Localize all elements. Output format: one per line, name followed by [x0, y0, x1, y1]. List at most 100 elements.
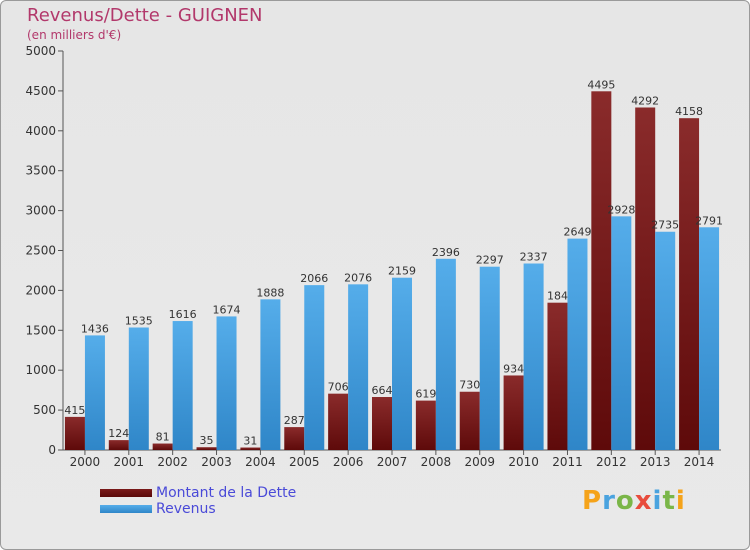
bar-revenus	[479, 266, 500, 450]
bar-dette	[459, 391, 480, 450]
logo-letter: i	[652, 486, 663, 516]
logo-letter: x	[634, 486, 653, 516]
y-tick-label: 500	[33, 403, 56, 417]
bar-revenus	[84, 335, 105, 450]
bar-dette	[679, 118, 700, 451]
bar-revenus	[348, 284, 369, 450]
legend-label-revenus: Revenus	[156, 501, 216, 517]
x-tick-label: 2008	[421, 455, 452, 469]
x-tick-label: 2002	[157, 455, 188, 469]
logo-letter: t	[662, 486, 676, 516]
x-tick-label: 2000	[70, 455, 101, 469]
x-tick-label: 2007	[377, 455, 408, 469]
y-tick-label: 0	[48, 443, 56, 457]
logo-letter: r	[602, 486, 616, 516]
data-label-dette: 730	[459, 379, 480, 392]
data-label-revenus: 1616	[169, 308, 197, 321]
bar-revenus	[128, 327, 149, 450]
y-tick-label: 5000	[25, 44, 56, 58]
bar-revenus	[216, 316, 237, 450]
y-tick-label: 3500	[25, 164, 56, 178]
bar-revenus	[304, 285, 325, 450]
x-tick-label: 2013	[640, 455, 671, 469]
bar-revenus	[699, 227, 720, 450]
x-tick-label: 2009	[464, 455, 495, 469]
data-label-dette: 706	[328, 381, 349, 394]
data-label-revenus: 2649	[563, 226, 591, 239]
bar-dette	[284, 427, 305, 450]
bar-dette	[547, 302, 568, 450]
data-label-dette: 287	[284, 414, 305, 427]
data-label-revenus: 2791	[695, 214, 723, 227]
bar-revenus	[392, 277, 412, 450]
data-label-dette: 664	[372, 384, 393, 397]
logo-letter: o	[615, 486, 635, 516]
proxiti-logo: Proxiti	[582, 486, 686, 516]
data-label-dette: 124	[108, 427, 129, 440]
bar-dette	[64, 416, 85, 450]
bar-revenus	[435, 258, 456, 450]
data-label-dette: 4158	[675, 105, 703, 118]
bar-revenus	[172, 321, 193, 450]
x-tick-label: 2012	[596, 455, 627, 469]
bar-dette	[196, 447, 217, 450]
legend-swatch-revenus	[100, 505, 152, 513]
x-tick-label: 2011	[552, 455, 583, 469]
x-tick-label: 2014	[684, 455, 715, 469]
data-label-revenus: 2066	[300, 272, 328, 285]
data-label-dette: 35	[200, 434, 214, 447]
data-label-dette: 415	[64, 404, 85, 417]
x-tick-label: 2006	[333, 455, 364, 469]
bar-revenus	[260, 299, 281, 450]
chart-title: Revenus/Dette - GUIGNEN	[27, 5, 263, 26]
data-label-dette: 4292	[631, 94, 659, 107]
data-label-revenus: 2735	[651, 219, 679, 232]
y-tick-label: 1500	[25, 323, 56, 337]
data-label-revenus: 2159	[388, 265, 416, 278]
bar-revenus	[523, 263, 544, 450]
data-label-revenus: 2297	[476, 254, 504, 267]
bar-dette	[503, 375, 524, 450]
logo-letter: P	[582, 486, 603, 516]
bar-dette	[240, 447, 261, 450]
y-tick-label: 2500	[25, 244, 56, 258]
bar-dette	[415, 400, 436, 450]
legend-label-dette: Montant de la Dette	[156, 485, 297, 501]
y-tick-label: 3000	[25, 204, 56, 218]
bar-revenus	[655, 231, 676, 450]
data-label-revenus: 2396	[432, 246, 460, 259]
data-label-revenus: 2928	[607, 203, 635, 216]
data-label-revenus: 2076	[344, 271, 372, 284]
y-tick-label: 4000	[25, 124, 56, 138]
data-label-dette: 619	[415, 388, 436, 401]
y-tick-label: 1000	[25, 363, 56, 377]
y-tick-label: 4500	[25, 84, 56, 98]
data-label-dette: 184	[547, 290, 568, 303]
legend-swatch-dette	[100, 489, 152, 497]
bar-dette	[328, 393, 349, 450]
bar-dette	[591, 91, 612, 450]
data-label-revenus: 1436	[81, 322, 109, 335]
data-label-revenus: 1674	[213, 303, 241, 316]
x-tick-label: 2005	[289, 455, 320, 469]
bar-dette	[635, 107, 656, 450]
x-tick-label: 2003	[201, 455, 232, 469]
data-label-dette: 4495	[587, 78, 615, 91]
chart-subtitle: (en milliers d'€)	[27, 28, 122, 42]
bar-dette	[108, 440, 129, 450]
data-label-dette: 31	[243, 435, 257, 448]
bar-revenus	[611, 216, 632, 450]
bar-dette	[152, 443, 173, 450]
x-tick-label: 2001	[114, 455, 145, 469]
data-label-revenus: 2337	[520, 251, 548, 264]
bar-revenus	[567, 238, 588, 450]
x-tick-label: 2004	[245, 455, 276, 469]
bar-dette	[372, 397, 392, 450]
x-tick-label: 2010	[508, 455, 539, 469]
data-label-revenus: 1535	[125, 315, 153, 328]
data-label-revenus: 1888	[256, 286, 284, 299]
data-label-dette: 81	[156, 431, 170, 444]
data-label-dette: 934	[503, 362, 524, 375]
y-tick-label: 2000	[25, 283, 56, 297]
